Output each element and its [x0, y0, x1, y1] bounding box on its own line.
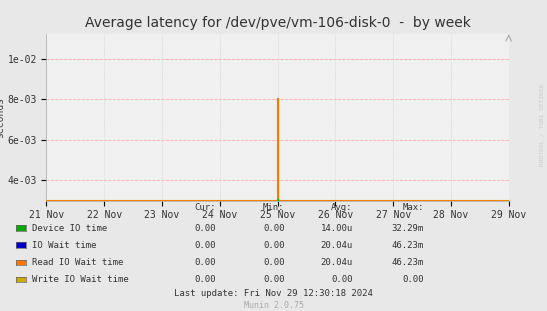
Text: 0.00: 0.00: [263, 224, 284, 233]
Text: 0.00: 0.00: [331, 276, 353, 284]
Text: 46.23m: 46.23m: [392, 258, 424, 267]
Text: 20.04u: 20.04u: [321, 241, 353, 250]
Title: Average latency for /dev/pve/vm-106-disk-0  -  by week: Average latency for /dev/pve/vm-106-disk…: [85, 16, 470, 30]
Text: 20.04u: 20.04u: [321, 258, 353, 267]
Text: Min:: Min:: [263, 203, 284, 212]
Text: Avg:: Avg:: [331, 203, 353, 212]
Text: Write IO Wait time: Write IO Wait time: [32, 276, 129, 284]
Text: Last update: Fri Nov 29 12:30:18 2024: Last update: Fri Nov 29 12:30:18 2024: [174, 289, 373, 298]
Text: 0.00: 0.00: [263, 276, 284, 284]
Text: Device IO time: Device IO time: [32, 224, 107, 233]
Text: 0.00: 0.00: [195, 224, 216, 233]
Text: 46.23m: 46.23m: [392, 241, 424, 250]
Text: 0.00: 0.00: [195, 258, 216, 267]
Text: Read IO Wait time: Read IO Wait time: [32, 258, 123, 267]
Y-axis label: seconds: seconds: [0, 97, 4, 138]
Text: 0.00: 0.00: [195, 276, 216, 284]
Text: Max:: Max:: [403, 203, 424, 212]
Text: 0.00: 0.00: [263, 241, 284, 250]
Text: 0.00: 0.00: [263, 258, 284, 267]
Text: IO Wait time: IO Wait time: [32, 241, 96, 250]
Text: Munin 2.0.75: Munin 2.0.75: [243, 301, 304, 310]
Text: Cur:: Cur:: [195, 203, 216, 212]
Text: RRDTOOL / TOBI OETIKER: RRDTOOL / TOBI OETIKER: [539, 83, 544, 166]
Text: 0.00: 0.00: [195, 241, 216, 250]
Text: 14.00u: 14.00u: [321, 224, 353, 233]
Text: 0.00: 0.00: [403, 276, 424, 284]
Text: 32.29m: 32.29m: [392, 224, 424, 233]
